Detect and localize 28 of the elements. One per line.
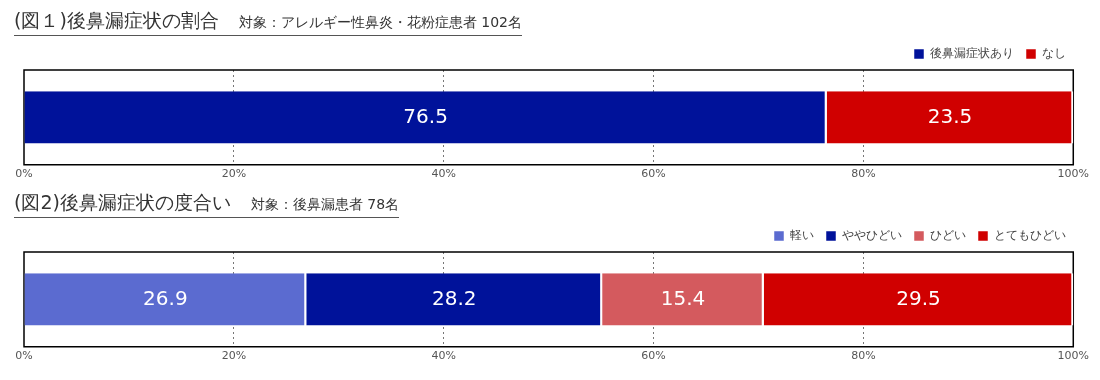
x-tick-label: 80% bbox=[851, 167, 876, 181]
x-tick-label: 80% bbox=[851, 349, 876, 363]
data-label: 23.5 bbox=[927, 103, 973, 128]
legend-label: とてもひどい bbox=[994, 228, 1066, 243]
chart-subtitle: 対象：アレルギー性鼻炎・花粉症患者 102名 bbox=[238, 14, 522, 32]
data-label: 29.5 bbox=[896, 285, 941, 310]
x-tick-label: 100% bbox=[1057, 349, 1089, 363]
chart-subtitle: 対象：後鼻漏患者 78名 bbox=[250, 196, 400, 214]
data-label: 15.4 bbox=[660, 285, 706, 310]
legend-label: ややひどい bbox=[842, 228, 902, 243]
x-tick-label: 0% bbox=[15, 349, 33, 363]
legend-label: なし bbox=[1042, 46, 1066, 61]
data-label: 76.5 bbox=[403, 103, 448, 128]
x-tick-label: 100% bbox=[1057, 167, 1089, 181]
chart-title: (図2)後鼻漏症状の度合い bbox=[14, 190, 231, 215]
legend-label: 後鼻漏症状あり bbox=[930, 46, 1014, 61]
x-tick-label: 20% bbox=[221, 167, 247, 181]
x-tick-label: 40% bbox=[431, 167, 456, 181]
data-label: 28.2 bbox=[431, 285, 477, 310]
x-tick-label: 60% bbox=[641, 349, 666, 363]
legend-label: 軽い bbox=[790, 228, 814, 243]
data-label: 26.9 bbox=[143, 285, 188, 310]
x-tick-label: 60% bbox=[641, 167, 666, 181]
chart-title: (図１)後鼻漏症状の割合 bbox=[14, 8, 219, 33]
x-tick-label: 20% bbox=[221, 349, 247, 363]
legend-label: ひどい bbox=[930, 228, 966, 243]
x-tick-label: 40% bbox=[431, 349, 456, 363]
x-tick-label: 0% bbox=[15, 167, 33, 181]
